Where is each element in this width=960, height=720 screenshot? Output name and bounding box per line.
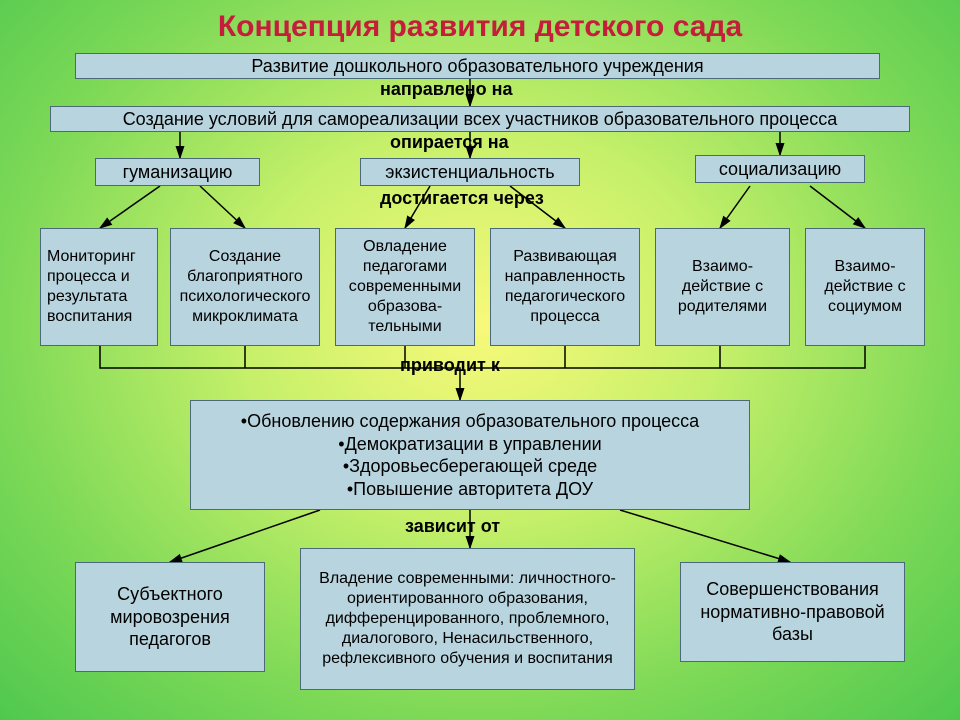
page-title: Концепция развития детского сада	[0, 10, 960, 44]
box-worldview: Субъектного мировозрения педагогов	[75, 562, 265, 672]
box-developing: Развивающая направленность педагогическо…	[490, 228, 640, 346]
box-legal-base: Совершенствования нормативно-правовой ба…	[680, 562, 905, 662]
label-napravleno: направлено на	[380, 79, 513, 100]
box-results: Обновлению содержания образовательного п…	[190, 400, 750, 510]
box-modern-methods: Владение современными: личностного-ориен…	[300, 548, 635, 690]
box-socium: Взаимо- действие с социумом	[805, 228, 925, 346]
box-humanization: гуманизацию	[95, 158, 260, 186]
box-parents: Взаимо- действие с родителями	[655, 228, 790, 346]
label-opiraetsya: опирается на	[390, 132, 509, 153]
box-socialization: социализацию	[695, 155, 865, 183]
diagram-stage: Концепция развития детского сада направл…	[0, 0, 960, 720]
box-top: Развитие дошкольного образовательного уч…	[75, 53, 880, 79]
box-pedagog-master: Овладение педагогами современными образо…	[335, 228, 475, 346]
box-monitoring: Мониторинг процесса и результата воспита…	[40, 228, 158, 346]
label-dostigaetsya: достигается через	[380, 188, 544, 209]
box-conditions: Создание условий для самореализации всех…	[50, 106, 910, 132]
label-zavisit: зависит от	[405, 516, 500, 537]
box-existential: экзистенциальность	[360, 158, 580, 186]
label-privodit: приводит к	[400, 355, 500, 376]
box-microclimate: Создание благоприятного психологического…	[170, 228, 320, 346]
